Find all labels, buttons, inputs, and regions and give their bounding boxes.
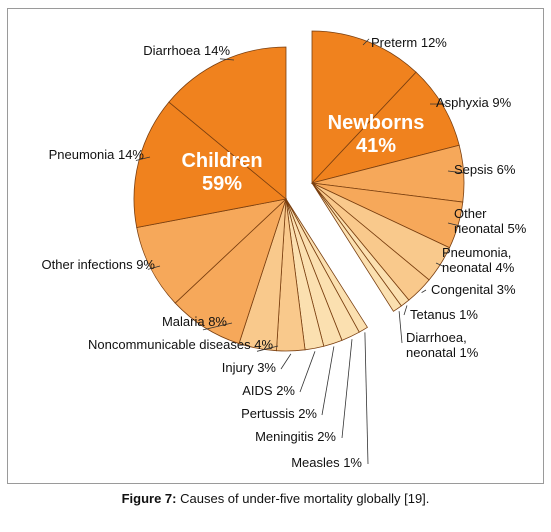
leader-line-malaria-8: [202, 322, 233, 331]
figure-frame: Preterm 12% Asphyxia 9% Sepsis 6% Other neon…: [7, 8, 544, 484]
slice-label-pertussis-2: Pertussis 2%: [241, 406, 317, 421]
slice-label-injury-3: Injury 3%: [222, 360, 277, 375]
leader-line-aids-2: [299, 351, 316, 393]
leader-line-other-infections-9: [147, 265, 161, 270]
slice-label-noncommunicable-diseases-4: Noncommunicable diseases 4%: [88, 337, 273, 352]
leader-line-diarrhoea-14: [219, 58, 235, 61]
pie-slice-asphyxia-9: [310, 71, 460, 184]
slice-label-malaria-8: Malaria 8%: [162, 314, 227, 329]
pie-slice-preterm-12: [311, 30, 417, 185]
leader-line-congenital-3: [421, 289, 427, 293]
group-value-children: 59%: [202, 173, 242, 195]
group-label-children: Children: [181, 150, 262, 172]
pie-slice-other-infections-9: [136, 198, 288, 304]
leader-line-meningitis-2: [341, 339, 353, 439]
slice-label-pneumonia-14: Pneumonia 14%: [49, 147, 145, 162]
leader-line-measles-1: [364, 332, 369, 465]
leader-line-sepsis-6: [447, 170, 467, 174]
pie-slice-diarrhoea-14: [168, 46, 287, 200]
slice-label-sepsis-6: Sepsis 6%: [454, 162, 516, 177]
leader-line-pertussis-2: [321, 346, 335, 416]
leader-line-pneumonia-14: [135, 156, 151, 161]
slice-label-asphyxia-9: Asphyxia 9%: [436, 95, 512, 110]
leader-line-noncommunicable-diseases-4: [256, 345, 279, 352]
slice-label-other-neonatal-5: Other neonatal 5%: [454, 206, 527, 236]
leader-line-pneumonia-neonatal-4: [435, 262, 444, 267]
pie-slice-pneumonia-14: [133, 101, 287, 228]
leader-line-tetanus-1: [403, 305, 408, 316]
slice-label-tetanus-1: Tetanus 1%: [410, 307, 478, 322]
slice-label-preterm-12: Preterm 12%: [371, 35, 447, 50]
pie-chart: Preterm 12% Asphyxia 9% Sepsis 6% Other neon…: [42, 30, 527, 470]
group-label-newborns: Newborns: [328, 112, 425, 134]
slice-label-meningitis-2: Meningitis 2%: [255, 429, 336, 444]
slice-label-aids-2: AIDS 2%: [242, 383, 295, 398]
slice-label-diarrhoea-14: Diarrhoea 14%: [143, 43, 230, 58]
leader-line-preterm-12: [362, 38, 370, 46]
figure-caption: Figure 7: Causes of under-five mortality…: [0, 491, 551, 506]
caption-text: Causes of under-five mortality globally …: [176, 491, 430, 506]
slice-label-other-infections-9: Other infections 9%: [42, 257, 156, 272]
leader-line-other-neonatal-5: [447, 222, 461, 227]
slice-label-diarrhoea-neonatal-1: Diarrhoea, neonatal 1%: [406, 330, 479, 360]
leader-line-injury-3: [280, 353, 292, 370]
group-value-newborns: 41%: [356, 135, 396, 157]
pie-slice-diarrhoea-neonatal-1: [311, 182, 402, 312]
caption-prefix: Figure 7:: [121, 491, 177, 506]
slice-label-congenital-3: Congenital 3%: [431, 282, 516, 297]
slice-label-measles-1: Measles 1%: [291, 455, 362, 470]
leader-line-diarrhoea-neonatal-1: [398, 311, 403, 344]
slice-label-pneumonia-neonatal-4: Pneumonia, neonatal 4%: [442, 245, 515, 275]
